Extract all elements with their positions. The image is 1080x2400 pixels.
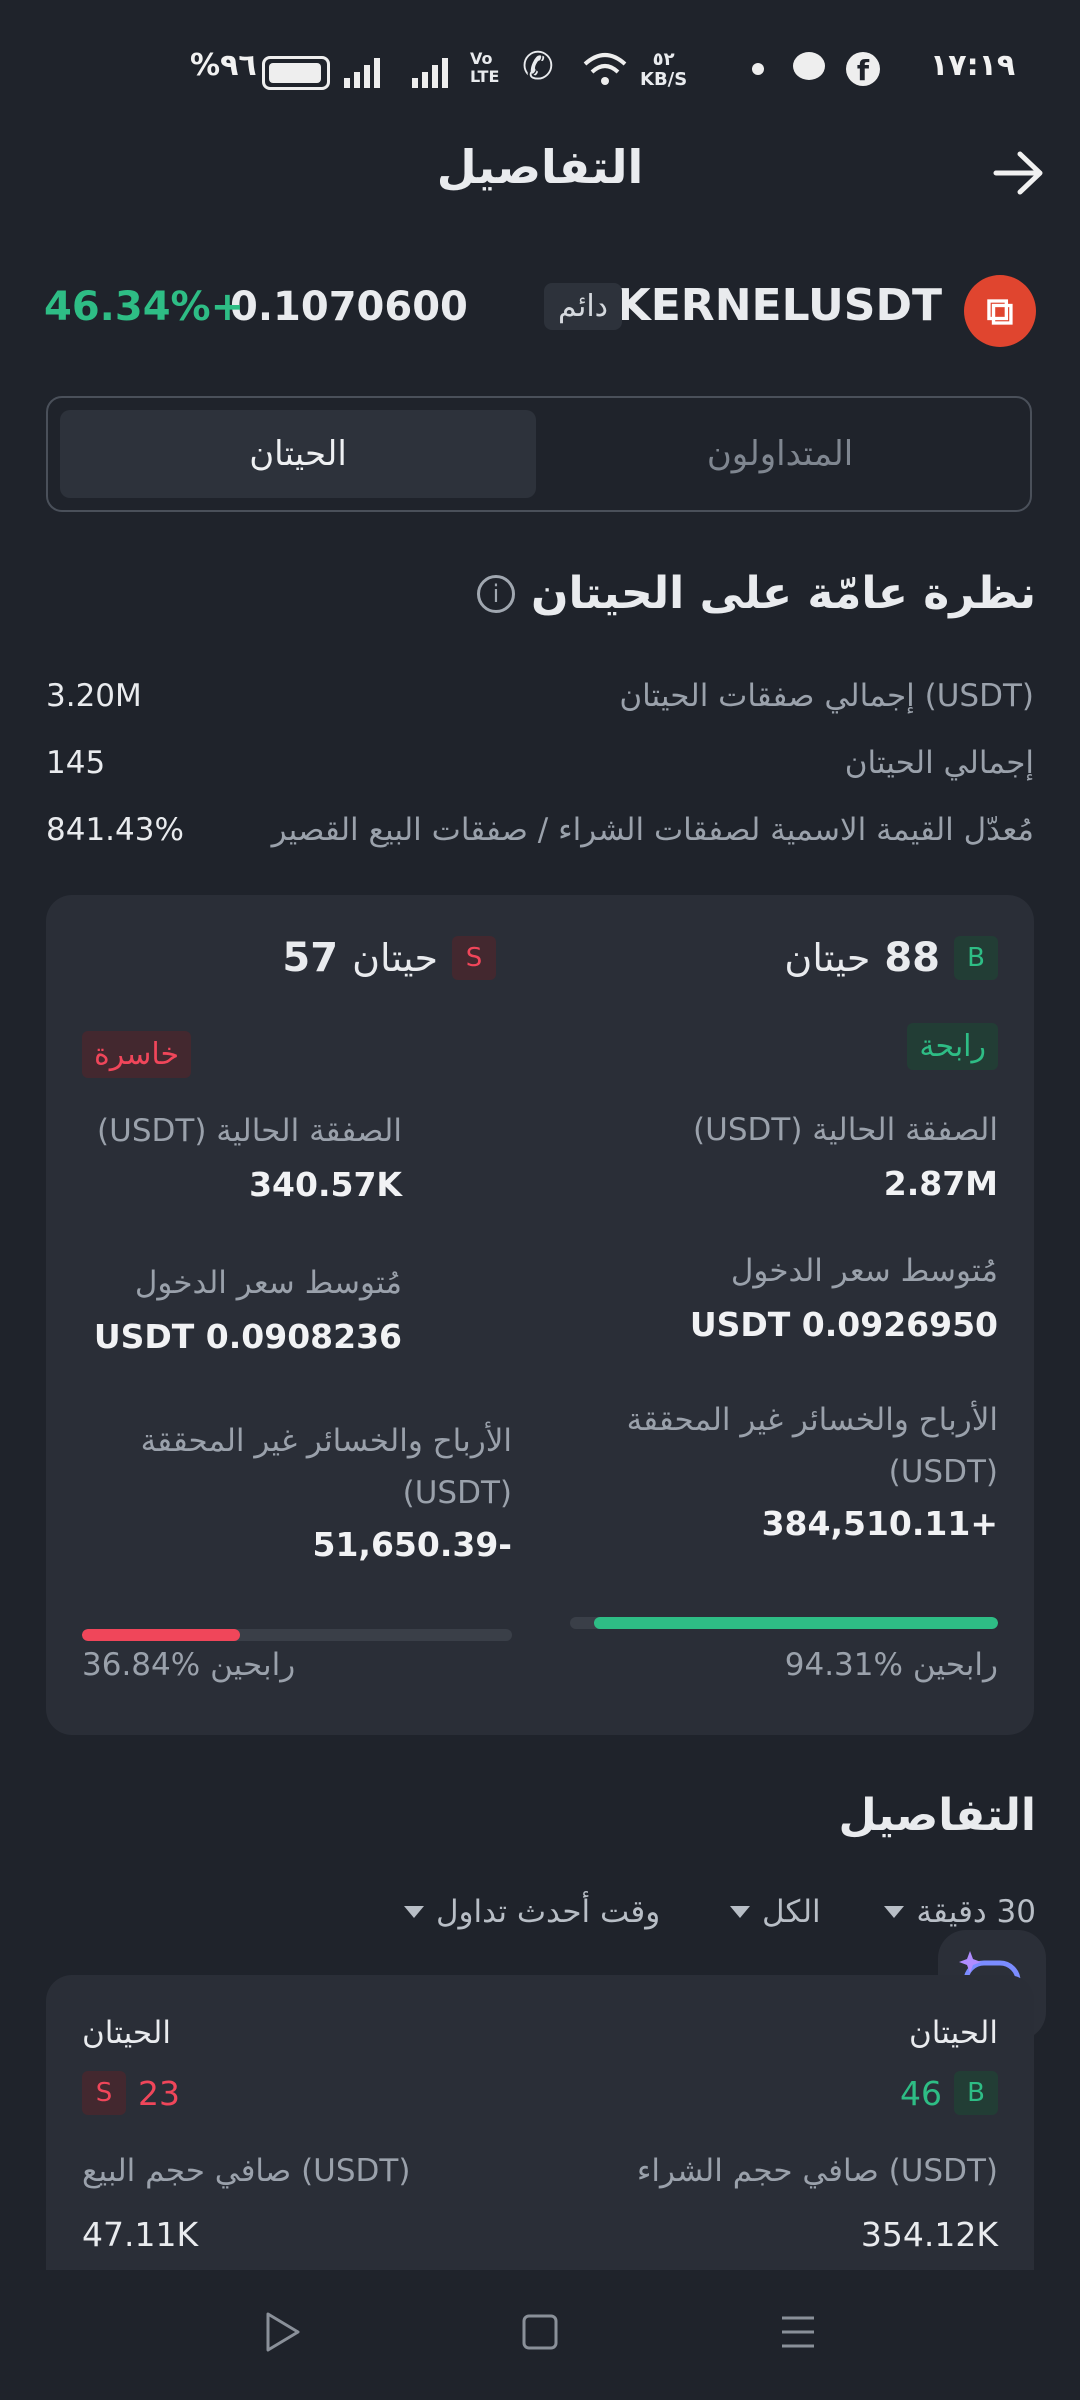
short-whale-unit: حيتان	[352, 936, 438, 980]
page-title: التفاصيل	[436, 140, 644, 194]
overview-label: مُعدّل القيمة الاسمية لصفقات الشراء / صف…	[271, 812, 1034, 848]
short-entry: مُتوسط سعر الدخول USDT 0.0908236	[82, 1265, 402, 1356]
wifi-icon	[583, 53, 627, 85]
buy-badge: B	[954, 936, 998, 980]
message-icon	[793, 52, 825, 80]
kernel-coin-icon: ⧉	[964, 275, 1036, 347]
clock: ١٧:١٩	[930, 48, 1016, 83]
signal-icon-2	[412, 58, 448, 88]
menu-lines-icon[interactable]	[778, 2312, 818, 2352]
long-column: B 88 حيتان رابحة الصفقة الحالية (USDT) 2…	[568, 935, 998, 1543]
short-position-label: الصفقة الحالية (USDT)	[97, 1113, 402, 1149]
system-nav-bar	[0, 2270, 1080, 2400]
battery-percent: %٩٦	[190, 48, 257, 83]
overview-title: نظرة عامّة على الحيتان	[530, 568, 1036, 619]
overview-label: إجمالي صفقات الحيتان (USDT)	[619, 678, 1034, 714]
sell-badge: S	[82, 2071, 126, 2115]
home-square-icon[interactable]	[520, 2312, 560, 2352]
short-pnl-value: 51,650.39-	[312, 1525, 513, 1564]
notification-dot-icon	[752, 63, 764, 75]
buy-volume-label: صافي حجم الشراء (USDT)	[636, 2153, 998, 2189]
volte-icon: Vo LTE	[470, 49, 500, 86]
short-pnl: الأرباح والخسائر غير المحققة (USDT) 51,6…	[82, 1415, 512, 1564]
short-pnl-label: الأرباح والخسائر غير المحققة (USDT)	[140, 1423, 512, 1511]
long-pnl-label: الأرباح والخسائر غير المحققة (USDT)	[626, 1402, 998, 1490]
battery-icon	[262, 56, 330, 90]
overview-value: 3.20M	[46, 678, 142, 714]
short-status-pill: خاسرة	[82, 1031, 192, 1078]
buy-volume-value: 354.12K	[860, 2215, 998, 2254]
short-whale-count: 57	[282, 935, 339, 981]
long-whale-unit: حيتان	[784, 936, 871, 980]
long-winrate-text: 94.31% رابحين	[784, 1647, 998, 1683]
tab-switcher: الحيتان المتداولون	[46, 396, 1032, 512]
ticker-logo: ⧉	[964, 275, 1036, 347]
buy-label: الحيتان	[909, 2015, 998, 2051]
short-entry-label: مُتوسط سعر الدخول	[134, 1265, 402, 1301]
buy-count-row: B 46	[900, 2071, 998, 2115]
side-filter-label: الكل	[762, 1894, 821, 1930]
buy-badge: B	[954, 2071, 998, 2115]
long-position-value: 2.87M	[883, 1164, 998, 1203]
overview-row: 841.43% مُعدّل القيمة الاسمية لصفقات الش…	[46, 812, 1034, 848]
short-winrate-text: 36.84% رابحين	[82, 1647, 296, 1683]
details-title: التفاصيل	[838, 1790, 1036, 1841]
short-winrate-bar	[82, 1629, 512, 1641]
interval-filter[interactable]: 30 دقيقة	[884, 1894, 1036, 1930]
short-entry-value: USDT 0.0908236	[93, 1317, 402, 1356]
wifi-calling-icon: ✆	[522, 44, 554, 88]
info-icon[interactable]: i	[476, 574, 515, 613]
short-winrate-fill	[82, 1629, 241, 1641]
side-filter[interactable]: الكل	[730, 1894, 821, 1930]
chevron-down-icon	[884, 1906, 905, 1918]
ticker-price: 0.1070600	[230, 284, 468, 330]
sell-count: 23	[138, 2073, 180, 2113]
sell-volume-label: صافي حجم البيع (USDT)	[82, 2153, 411, 2189]
net-speed-value: ٥٢	[652, 49, 675, 70]
short-position-value: 340.57K	[249, 1165, 402, 1204]
overview-label: إجمالي الحيتان	[844, 745, 1034, 781]
overview-header: نظرة عامّة على الحيتان i	[476, 568, 1036, 619]
ticker-symbol[interactable]: KERNELUSDT	[616, 280, 942, 331]
long-status-pill: رابحة	[907, 1023, 998, 1070]
details-card: الحيتان B 46 صافي حجم الشراء (USDT) 354.…	[46, 1975, 1034, 2275]
long-winrate-fill	[594, 1617, 998, 1629]
chevron-down-icon	[404, 1906, 424, 1918]
short-column: 57 حيتان S	[82, 935, 512, 981]
facebook-icon: f	[846, 52, 880, 87]
back-arrow-icon[interactable]	[992, 150, 1046, 196]
long-entry-value: USDT 0.0926950	[689, 1305, 998, 1344]
ticker-change: 46.34%+	[44, 284, 245, 330]
long-whale-count: 88	[884, 935, 940, 981]
overview-value: 841.43%	[46, 812, 184, 848]
sort-filter[interactable]: وقت أحدث تداول	[404, 1894, 660, 1930]
sort-filter-label: وقت أحدث تداول	[436, 1894, 661, 1930]
sell-count-row: S 23	[82, 2071, 180, 2115]
contract-type-tag: دائم	[544, 283, 623, 330]
tab-traders[interactable]: المتداولون	[706, 434, 854, 474]
long-position-label: الصفقة الحالية (USDT)	[693, 1112, 998, 1148]
long-pnl-value: 384,510.11+	[761, 1504, 998, 1543]
sell-volume-value: 47.11K	[82, 2215, 199, 2254]
chevron-down-icon	[730, 1906, 750, 1918]
overview-row: 145 إجمالي الحيتان	[46, 745, 1034, 781]
buy-count: 46	[900, 2073, 942, 2113]
long-winrate-bar	[570, 1617, 998, 1629]
signal-icon	[344, 58, 380, 88]
back-triangle-icon[interactable]	[262, 2310, 302, 2354]
overview-row: 3.20M إجمالي صفقات الحيتان (USDT)	[46, 678, 1034, 714]
tab-whales[interactable]: الحيتان	[60, 410, 536, 498]
sell-label: الحيتان	[82, 2015, 171, 2051]
sell-badge: S	[452, 936, 496, 980]
short-status-wrap: خاسرة	[82, 1031, 192, 1078]
overview-value: 145	[46, 745, 106, 781]
net-speed-unit: KB/S	[640, 69, 688, 90]
status-bar: %٩٦ Vo LTE ✆ ٥٢ KB/S f ١٧:١٩	[0, 0, 1080, 140]
whale-comparison-card: B 88 حيتان رابحة الصفقة الحالية (USDT) 2…	[46, 895, 1034, 1735]
short-details: الصفقة الحالية (USDT) 340.57K	[82, 1113, 402, 1204]
long-entry-label: مُتوسط سعر الدخول	[730, 1253, 998, 1289]
interval-filter-label: 30 دقيقة	[916, 1894, 1036, 1930]
